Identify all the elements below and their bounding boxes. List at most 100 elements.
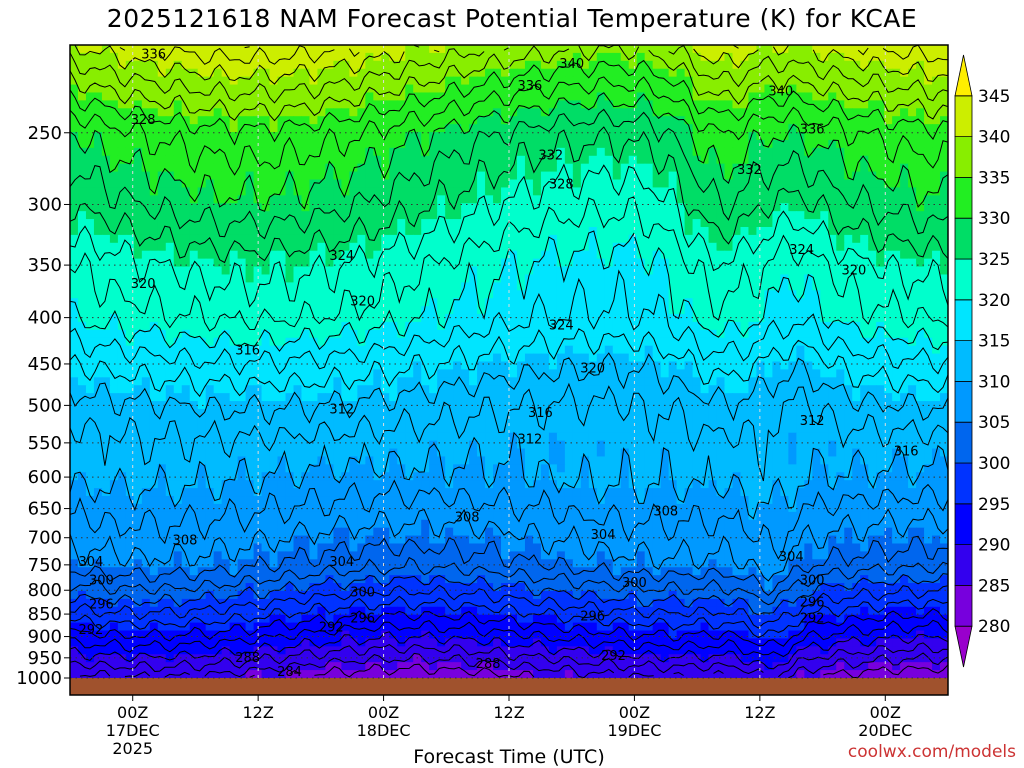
theta-cell (429, 124, 438, 133)
theta-cell (932, 92, 941, 101)
theta-cell (77, 211, 87, 220)
theta-cell (540, 290, 550, 299)
theta-cell (253, 187, 263, 196)
theta-cell (700, 353, 710, 363)
theta-cell (748, 211, 758, 220)
theta-cell (636, 345, 646, 355)
theta-cell (900, 219, 909, 228)
theta-cell (620, 250, 630, 260)
theta-cell (828, 76, 837, 86)
theta-cell (916, 337, 925, 347)
theta-cell (884, 116, 893, 125)
theta-cell (532, 385, 542, 394)
theta-cell (900, 203, 909, 212)
theta-cell (668, 68, 678, 78)
theta-cell (684, 171, 694, 181)
theta-cell (844, 321, 853, 331)
theta-cell (612, 290, 622, 299)
theta-cell (652, 361, 662, 371)
theta-cell (716, 361, 726, 371)
theta-cell (836, 266, 845, 276)
theta-cell (77, 337, 87, 347)
theta-cell (764, 298, 773, 307)
theta-cell (532, 314, 542, 323)
theta-cell (485, 258, 494, 268)
theta-cell (708, 258, 718, 268)
theta-cell (173, 345, 183, 355)
theta-cell (373, 337, 382, 347)
theta-cell (381, 195, 390, 204)
theta-cell (532, 195, 542, 204)
theta-cell (724, 163, 734, 173)
theta-cell (493, 353, 502, 363)
theta-cell (365, 377, 374, 386)
theta-cell (213, 321, 223, 331)
theta-cell (836, 68, 845, 78)
theta-cell (564, 147, 574, 157)
theta-cell (588, 147, 598, 157)
theta-cell (485, 68, 494, 78)
theta-cell (764, 203, 773, 212)
theta-cell (277, 298, 287, 307)
theta-cell (357, 345, 366, 355)
theta-cell (101, 179, 111, 189)
theta-cell (676, 393, 686, 402)
theta-cell (309, 298, 319, 307)
theta-cell (181, 108, 191, 117)
theta-cell (221, 226, 231, 236)
theta-cell (820, 132, 829, 141)
theta-cell (548, 60, 558, 70)
theta-cell (692, 353, 702, 363)
theta-cell (509, 171, 518, 181)
theta-cell (437, 345, 446, 355)
theta-cell (213, 314, 223, 323)
theta-cell (165, 171, 175, 181)
theta-cell (524, 306, 534, 315)
theta-cell (485, 274, 494, 283)
theta-cell (293, 147, 303, 157)
theta-cell (524, 147, 534, 157)
theta-cell (916, 282, 925, 291)
theta-cell (572, 155, 582, 165)
theta-cell (900, 108, 909, 117)
theta-cell (349, 242, 358, 252)
theta-cell (764, 147, 773, 157)
theta-cell (924, 132, 933, 141)
theta-cell (636, 139, 646, 149)
theta-cell (876, 337, 885, 347)
theta-cell (405, 163, 414, 173)
theta-cell (293, 195, 303, 204)
theta-cell (532, 250, 542, 260)
theta-cell (301, 337, 311, 347)
theta-cell (812, 100, 821, 109)
theta-cell (628, 321, 638, 331)
theta-cell (293, 321, 303, 331)
theta-cell (820, 84, 829, 94)
theta-cell (341, 84, 350, 94)
theta-cell (876, 290, 885, 299)
theta-cell (165, 147, 175, 157)
theta-cell (117, 124, 127, 133)
theta-cell (245, 385, 255, 394)
theta-cell (588, 52, 598, 62)
theta-cell (700, 274, 710, 283)
theta-cell (764, 179, 773, 189)
theta-cell (317, 132, 327, 141)
theta-cell (205, 266, 215, 276)
theta-cell (341, 345, 350, 355)
theta-cell (357, 219, 366, 228)
theta-cell (429, 187, 438, 196)
theta-cell (580, 314, 590, 323)
theta-cell (732, 274, 742, 283)
theta-cell (221, 116, 231, 125)
theta-cell (740, 242, 750, 252)
theta-cell (620, 108, 630, 117)
theta-cell (245, 282, 255, 291)
theta-cell (876, 45, 885, 54)
theta-cell (828, 321, 837, 331)
theta-cell (501, 132, 510, 141)
theta-cell (716, 84, 726, 94)
theta-cell (285, 132, 295, 141)
theta-cell (117, 139, 127, 149)
theta-cell (133, 92, 143, 101)
